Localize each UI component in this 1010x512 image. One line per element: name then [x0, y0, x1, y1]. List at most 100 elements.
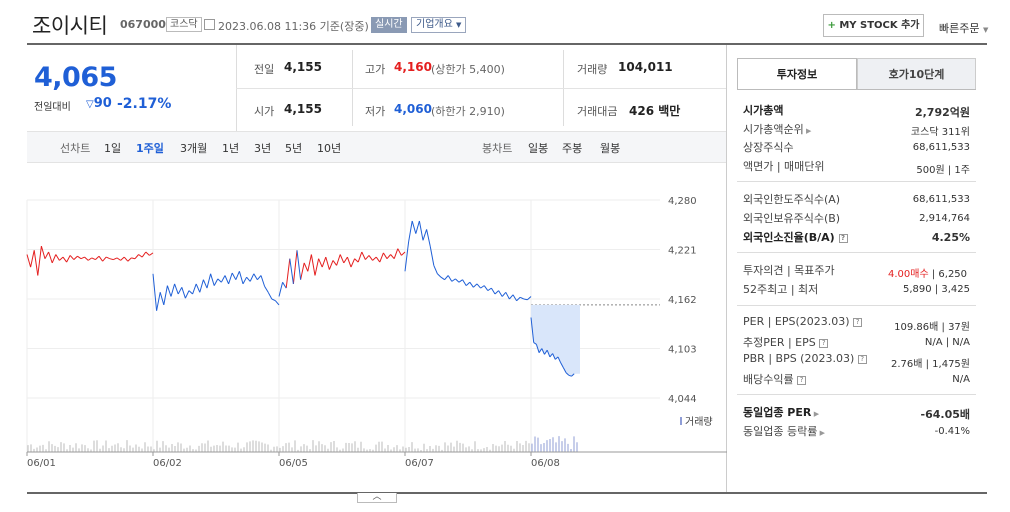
- price-line-up: [357, 251, 363, 263]
- sector-per[interactable]: 동일업종 PER ▶: [743, 404, 819, 420]
- pbr-bps-label: PBR | BPS (2023.03) ?: [743, 352, 867, 365]
- listed-shares-value: 68,611,533: [912, 142, 970, 153]
- help-icon[interactable]: ?: [797, 375, 807, 385]
- price-line-down: [549, 353, 553, 358]
- price-line-up: [55, 254, 60, 261]
- foreign-limit-label: 외국인한도주식수(A): [743, 193, 841, 206]
- help-icon[interactable]: ?: [853, 317, 863, 327]
- tab-investment-info[interactable]: 투자정보: [737, 58, 857, 90]
- chart-toolbar: [27, 131, 726, 163]
- tab-orderbook-10[interactable]: 호가10단계: [857, 58, 976, 90]
- x-tick-label: 06/07: [405, 458, 434, 469]
- collapse-button[interactable]: ︿: [357, 493, 397, 503]
- period-5y[interactable]: 5년: [285, 142, 303, 155]
- change-value: ▽90: [86, 96, 112, 111]
- week52-value: 5,890 | 3,425: [903, 284, 970, 295]
- upper-limit: (상한가 5,400): [431, 63, 505, 76]
- price-line-down: [433, 265, 438, 274]
- volume-value: 104,011: [618, 60, 673, 74]
- candle-weekly[interactable]: 주봉: [562, 142, 583, 155]
- market-cap-rank-value: 코스닥 311위: [910, 127, 970, 138]
- y-tick-label: 4,103: [668, 345, 697, 356]
- price-line-up: [48, 251, 53, 264]
- price-line-up: [336, 254, 341, 266]
- plus-icon: +: [827, 20, 836, 31]
- price-line-down: [264, 286, 269, 293]
- open-value: 4,155: [284, 102, 322, 116]
- chevron-down-icon: ▼: [456, 21, 462, 29]
- price-line-up: [40, 245, 46, 259]
- price-line-up: [73, 255, 78, 260]
- stock-code: 067000: [120, 18, 166, 31]
- price-line-down: [480, 285, 485, 289]
- price-line-down: [494, 290, 499, 295]
- company-overview-dropdown[interactable]: 기업개요 ▼: [411, 17, 467, 33]
- price-line-up: [69, 255, 75, 260]
- realtime-button[interactable]: 실시간: [371, 17, 407, 33]
- help-icon[interactable]: ?: [857, 354, 867, 364]
- period-1w[interactable]: 1주일: [136, 142, 164, 155]
- tab-underline: [737, 89, 976, 90]
- price-line-down: [483, 285, 489, 291]
- company-overview-label: 기업개요: [416, 19, 453, 30]
- price-line-down: [217, 278, 222, 283]
- x-tick-label: 06/05: [279, 458, 308, 469]
- panel-divider: [737, 181, 976, 182]
- price-line-down: [476, 283, 481, 289]
- add-mystock-button[interactable]: + MY STOCK 추가: [823, 14, 924, 37]
- period-10y[interactable]: 10년: [317, 142, 342, 155]
- period-1y[interactable]: 1년: [222, 142, 240, 155]
- help-icon[interactable]: ?: [819, 338, 829, 348]
- price-line-down: [271, 298, 276, 302]
- price-line-down: [538, 348, 543, 353]
- price-line-down: [557, 356, 562, 364]
- price-line-up: [87, 257, 93, 261]
- price-line-down: [462, 279, 467, 286]
- price-line-down: [289, 258, 294, 284]
- price-line-down: [192, 283, 197, 295]
- price-line-down: [174, 283, 179, 295]
- price-line-up: [350, 258, 356, 268]
- market-cap-rank[interactable]: 시가총액순위 ▶: [743, 121, 811, 137]
- price-line-down: [535, 344, 540, 353]
- candle-monthly[interactable]: 월봉: [600, 142, 621, 155]
- lower-limit: (하한가 2,910): [431, 105, 505, 118]
- price-line-up: [325, 256, 330, 270]
- price-line-up: [318, 258, 323, 268]
- volume-label: 거래량: [577, 63, 608, 76]
- period-3y[interactable]: 3년: [254, 142, 272, 155]
- panel-divider: [737, 305, 976, 306]
- price-line-up: [127, 257, 132, 262]
- x-tick-label: 06/01: [27, 458, 56, 469]
- price-line-down: [498, 290, 503, 297]
- add-mystock-label: MY STOCK 추가: [839, 20, 920, 31]
- candle-daily[interactable]: 일봉: [528, 142, 549, 155]
- quick-order-button[interactable]: 빠른주문 ▼: [939, 20, 988, 36]
- period-1d[interactable]: 1일: [104, 142, 122, 155]
- price-line-up: [361, 251, 366, 260]
- price-line-down: [530, 317, 535, 343]
- per-eps-value: 109.86배 | 37원: [894, 322, 970, 333]
- calendar-icon: [204, 19, 215, 30]
- sector-change-label: 동일업종 등락률: [743, 425, 818, 438]
- y-tick-label: 4,044: [668, 394, 697, 405]
- price-line-up: [368, 255, 374, 261]
- sector-change[interactable]: 동일업종 등락률 ▶: [743, 423, 825, 439]
- change-percent: -2.17%: [117, 96, 172, 112]
- y-tick-label: 4,221: [668, 246, 697, 257]
- price-line-up: [328, 260, 334, 270]
- price-line-up: [300, 262, 305, 280]
- opinion-label: 투자의견 | 목표주가: [743, 264, 835, 277]
- price-line-up: [382, 252, 388, 259]
- price-line-up: [84, 256, 89, 261]
- price-line-down: [568, 374, 572, 377]
- help-icon[interactable]: ?: [838, 233, 848, 243]
- target-price-value: 6,250: [938, 269, 968, 280]
- price-line-up: [149, 252, 154, 256]
- price-chart[interactable]: 4,280 4,221 4,162 4,103 4,044 거래량 06/01 06/02 06…: [0, 164, 727, 492]
- amount-value: 426 백만: [629, 104, 681, 118]
- price-line-up: [145, 251, 150, 256]
- price-line-up: [95, 255, 100, 260]
- price-line-up: [102, 256, 107, 262]
- period-3m[interactable]: 3개월: [180, 142, 208, 155]
